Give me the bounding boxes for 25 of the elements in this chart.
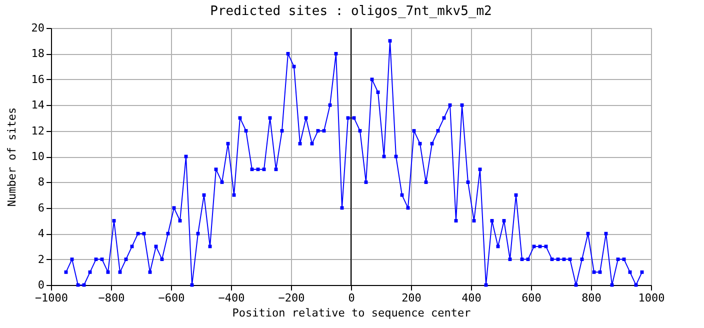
x-tick-label: 800 — [582, 292, 602, 304]
y-tick-label: 6 — [38, 201, 44, 214]
y-tick-label: 10 — [31, 150, 44, 163]
y-tick-label: 14 — [31, 98, 45, 112]
y-axis-title: Number of sites — [5, 107, 18, 207]
x-tick-label: −200 — [278, 292, 305, 304]
x-tick-label: −800 — [98, 292, 125, 304]
x-tick-label: −1000 — [34, 292, 68, 304]
chart-title: Predicted sites : oligos_7nt_mkv5_m2 — [210, 4, 492, 19]
x-tick-label: 400 — [462, 292, 482, 304]
y-tick-label: 12 — [31, 124, 44, 138]
y-tick-label: 16 — [31, 72, 44, 86]
x-tick-label: 200 — [402, 292, 422, 304]
y-tick-label: 0 — [38, 278, 44, 292]
y-tick-label: 8 — [38, 176, 44, 189]
x-tick-label: 0 — [348, 292, 355, 304]
x-tick-label: 600 — [522, 292, 542, 304]
x-tick-label: −400 — [218, 292, 245, 304]
y-tick-label: 2 — [38, 252, 44, 266]
x-tick-label: 1000 — [638, 292, 665, 304]
x-axis-title: Position relative to sequence center — [232, 306, 472, 320]
x-tick-label: −600 — [158, 292, 185, 304]
y-tick-label: 18 — [31, 47, 44, 60]
y-tick-label: 20 — [31, 22, 44, 34]
y-tick-label: 4 — [38, 227, 45, 240]
